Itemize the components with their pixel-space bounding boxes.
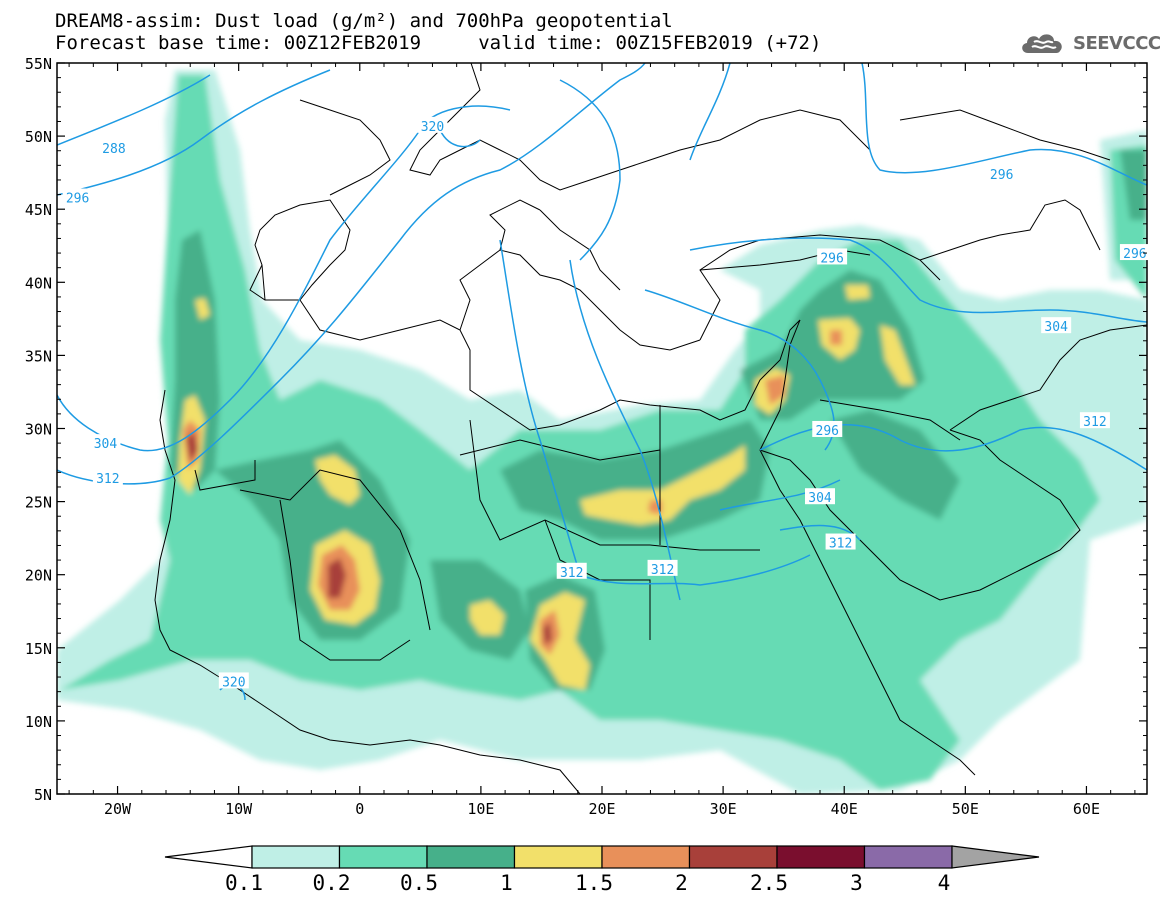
lat-label: 50N <box>25 128 52 146</box>
seevccc-logo: SEEVCCC <box>1018 25 1161 61</box>
forecast-time-line: Forecast base time: 00Z12FEB2019 valid t… <box>55 32 822 54</box>
colorbar-label: 0.2 <box>313 871 351 895</box>
contour-label: 312 <box>1083 415 1106 430</box>
contour-label: 304 <box>808 491 832 506</box>
colorbar-label: 3 <box>850 871 863 895</box>
lat-label: 30N <box>25 421 52 439</box>
colorbar-segment <box>513 845 603 869</box>
colorbar-segment <box>426 845 516 869</box>
contour-label-bg <box>986 165 1017 182</box>
colorbar-segment <box>601 845 691 869</box>
lat-label: 40N <box>25 274 52 292</box>
lat-label: 55N <box>25 55 52 73</box>
contour-label-bg <box>805 488 835 505</box>
contour-label-bg <box>218 672 249 689</box>
colorbar-label: 1.5 <box>575 871 613 895</box>
map-title: DREAM8-assim: Dust load (g/m²) and 700hP… <box>55 10 673 32</box>
lon-label: 40E <box>831 800 858 818</box>
colorbar-label: 0.1 <box>225 871 263 895</box>
contour-label-bg <box>1119 244 1150 261</box>
colorbar-segment <box>863 845 953 869</box>
lon-label: 50E <box>952 800 979 818</box>
colorbar-label: 2.5 <box>750 871 788 895</box>
lat-label: 20N <box>25 567 52 585</box>
colorbar: 0.1 0.2 0.5 1 1.5 2 2.5 3 4 <box>164 845 1040 895</box>
latitude-axis: 55N 50N 45N 40N 35N 30N 25N 20N 15N 10N 5N <box>25 55 1147 804</box>
contour-label: 296 <box>1123 247 1146 262</box>
contour-label-bg <box>556 562 587 579</box>
contour-label-group: 288 296 320 296 296 296 304 304 312 312 296 304 312 3… <box>62 116 1150 690</box>
colorbar-segment <box>776 845 866 869</box>
contour-label: 296 <box>990 168 1013 183</box>
lat-label: 10N <box>25 713 52 731</box>
contour-label-bg <box>812 420 843 437</box>
contour-label: 288 <box>102 142 125 157</box>
contour-label: 312 <box>560 566 583 581</box>
contour-label-bg <box>825 533 856 550</box>
lat-label: 25N <box>25 494 52 512</box>
colorbar-label: 0.5 <box>400 871 438 895</box>
lon-label: 0 <box>355 800 364 818</box>
contour-label: 312 <box>829 537 852 552</box>
contour-label-bg <box>98 138 129 155</box>
contour-label-bg <box>92 469 123 486</box>
colorbar-segment <box>251 845 341 869</box>
contour-label: 320 <box>421 120 444 135</box>
colorbar-label: 2 <box>675 871 688 895</box>
cloud-icon <box>1022 34 1062 53</box>
contour-label-bg <box>62 188 93 205</box>
contour-label-bg <box>90 434 121 451</box>
colorbar-label: 4 <box>938 871 951 895</box>
lon-label: 10E <box>467 800 494 818</box>
lon-label: 20W <box>104 800 132 818</box>
contour-label: 296 <box>820 251 843 266</box>
lon-label: 10W <box>225 800 253 818</box>
lat-label: 45N <box>25 201 52 219</box>
lon-label: 60E <box>1073 800 1100 818</box>
lon-label: 20E <box>588 800 615 818</box>
contour-label-bg <box>1079 412 1110 429</box>
contour-label: 296 <box>66 192 89 207</box>
contour-label-bg <box>647 559 678 576</box>
colorbar-label: 1 <box>500 871 513 895</box>
longitude-axis: 20W 10W 0 10E 20E 30E 40E 50E 60E <box>68 63 1136 818</box>
contour-label: 304 <box>1044 320 1068 335</box>
contour-label: 296 <box>816 424 839 439</box>
contour-label-bg <box>417 116 448 133</box>
contour-label: 304 <box>94 437 118 452</box>
lat-label: 15N <box>25 640 52 658</box>
colorbar-min-arrow <box>164 845 253 869</box>
contour-label: 312 <box>96 472 119 487</box>
contour-label: 320 <box>222 675 245 690</box>
lat-label: 5N <box>34 786 52 804</box>
contour-label-bg <box>1041 317 1072 334</box>
lat-label: 35N <box>25 347 52 365</box>
contour-label-bg <box>817 248 848 265</box>
lon-label: 30E <box>710 800 737 818</box>
colorbar-max-arrow <box>951 845 1040 869</box>
contour-label: 312 <box>651 563 674 578</box>
logo-text: SEEVCCC <box>1073 32 1161 54</box>
coastlines <box>154 63 1147 794</box>
colorbar-segment <box>688 845 778 869</box>
dust-level-2 <box>186 432 552 645</box>
colorbar-segment <box>338 845 428 869</box>
